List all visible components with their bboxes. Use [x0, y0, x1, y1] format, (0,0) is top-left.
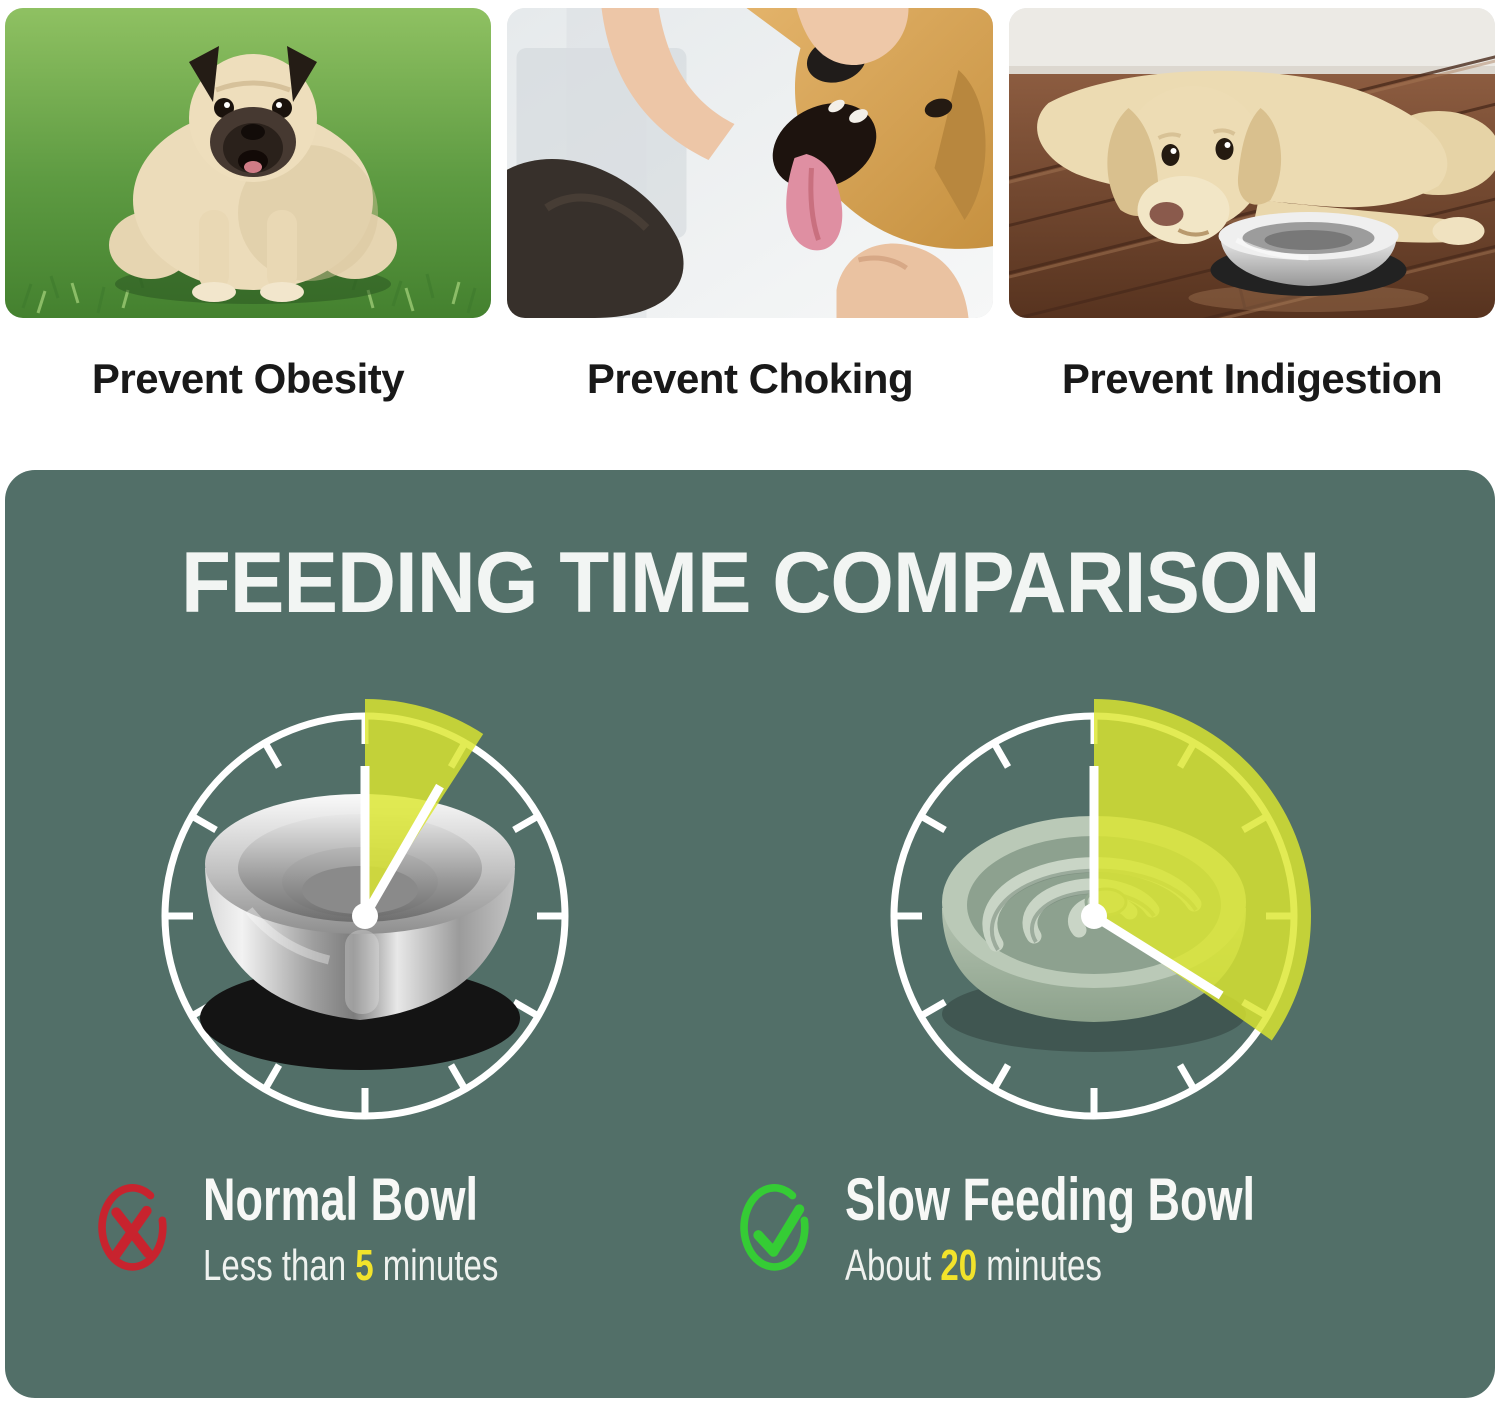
slow-feeder-clock	[890, 699, 1311, 1120]
elapsed-time-wedge	[1094, 699, 1311, 1041]
stainless-steel-bowl	[200, 794, 520, 1070]
feeding-time-comparison-panel: FEEDING TIME COMPARISON	[5, 470, 1495, 1398]
hand-over-muzzle	[796, 8, 909, 66]
person-hair	[507, 159, 684, 318]
hand-under-jaw	[836, 243, 969, 318]
obese-pug-illustration	[5, 8, 491, 318]
caption-prevent-obesity: Prevent Obesity	[91, 355, 405, 402]
golden-dog-head	[746, 8, 993, 251]
slow-feeding-bowl-result: Slow Feeding Bowl About 20 minutes	[737, 1170, 1392, 1288]
benefit-choking: Prevent Choking	[507, 8, 993, 402]
stainless-bowl-foreground	[1188, 212, 1429, 312]
photo-obese-pug-on-grass	[5, 8, 491, 318]
grass-blades-light	[36, 281, 461, 314]
benefits-row: Prevent Obesity	[5, 8, 1495, 402]
clock-center-dot	[352, 903, 378, 929]
caption-prevent-indigestion: Prevent Indigestion	[1061, 355, 1443, 402]
slow-feeding-bowl-duration: About 20 minutes	[845, 1241, 1102, 1290]
clock-hand-elapsed	[1091, 912, 1224, 1000]
photo-hand-checking-dog-mouth	[507, 8, 993, 318]
cross-icon	[98, 1184, 167, 1271]
slow-feeding-bowl-text: Slow Feeding Bowl About 20 minutes	[845, 1170, 1255, 1288]
panel-title: FEEDING TIME COMPARISON	[5, 534, 1495, 633]
normal-bowl-text: Normal Bowl Less than 5 minutes	[203, 1170, 498, 1288]
indigestion-illustration	[1009, 8, 1495, 318]
check-icon	[740, 1184, 809, 1271]
normal-bowl-duration: Less than 5 minutes	[203, 1241, 499, 1290]
normal-bowl-clock	[161, 699, 569, 1120]
slow-feeding-bowl-name: Slow Feeding Bowl	[845, 1166, 1256, 1233]
panel-title-text: FEEDING TIME COMPARISON	[180, 535, 1321, 631]
clock-hand-elapsed	[361, 783, 444, 919]
normal-bowl-result: Normal Bowl Less than 5 minutes	[95, 1170, 597, 1288]
benefit-obesity: Prevent Obesity	[5, 8, 491, 402]
clock-center-dot	[1081, 903, 1107, 929]
clock-overlay	[1081, 699, 1311, 1041]
pug-dog	[109, 46, 397, 302]
person-arm	[601, 8, 735, 160]
normal-bowl-name: Normal Bowl	[203, 1166, 479, 1233]
duration-value: 20	[940, 1241, 978, 1290]
choking-check-illustration	[507, 8, 993, 318]
caption-prevent-choking: Prevent Choking	[586, 355, 914, 402]
clock-overlay	[352, 699, 484, 929]
photo-sad-dog-lying-by-bowl	[1009, 8, 1495, 318]
duration-value: 5	[355, 1241, 374, 1290]
benefit-indigestion: Prevent Indigestion	[1009, 8, 1495, 402]
